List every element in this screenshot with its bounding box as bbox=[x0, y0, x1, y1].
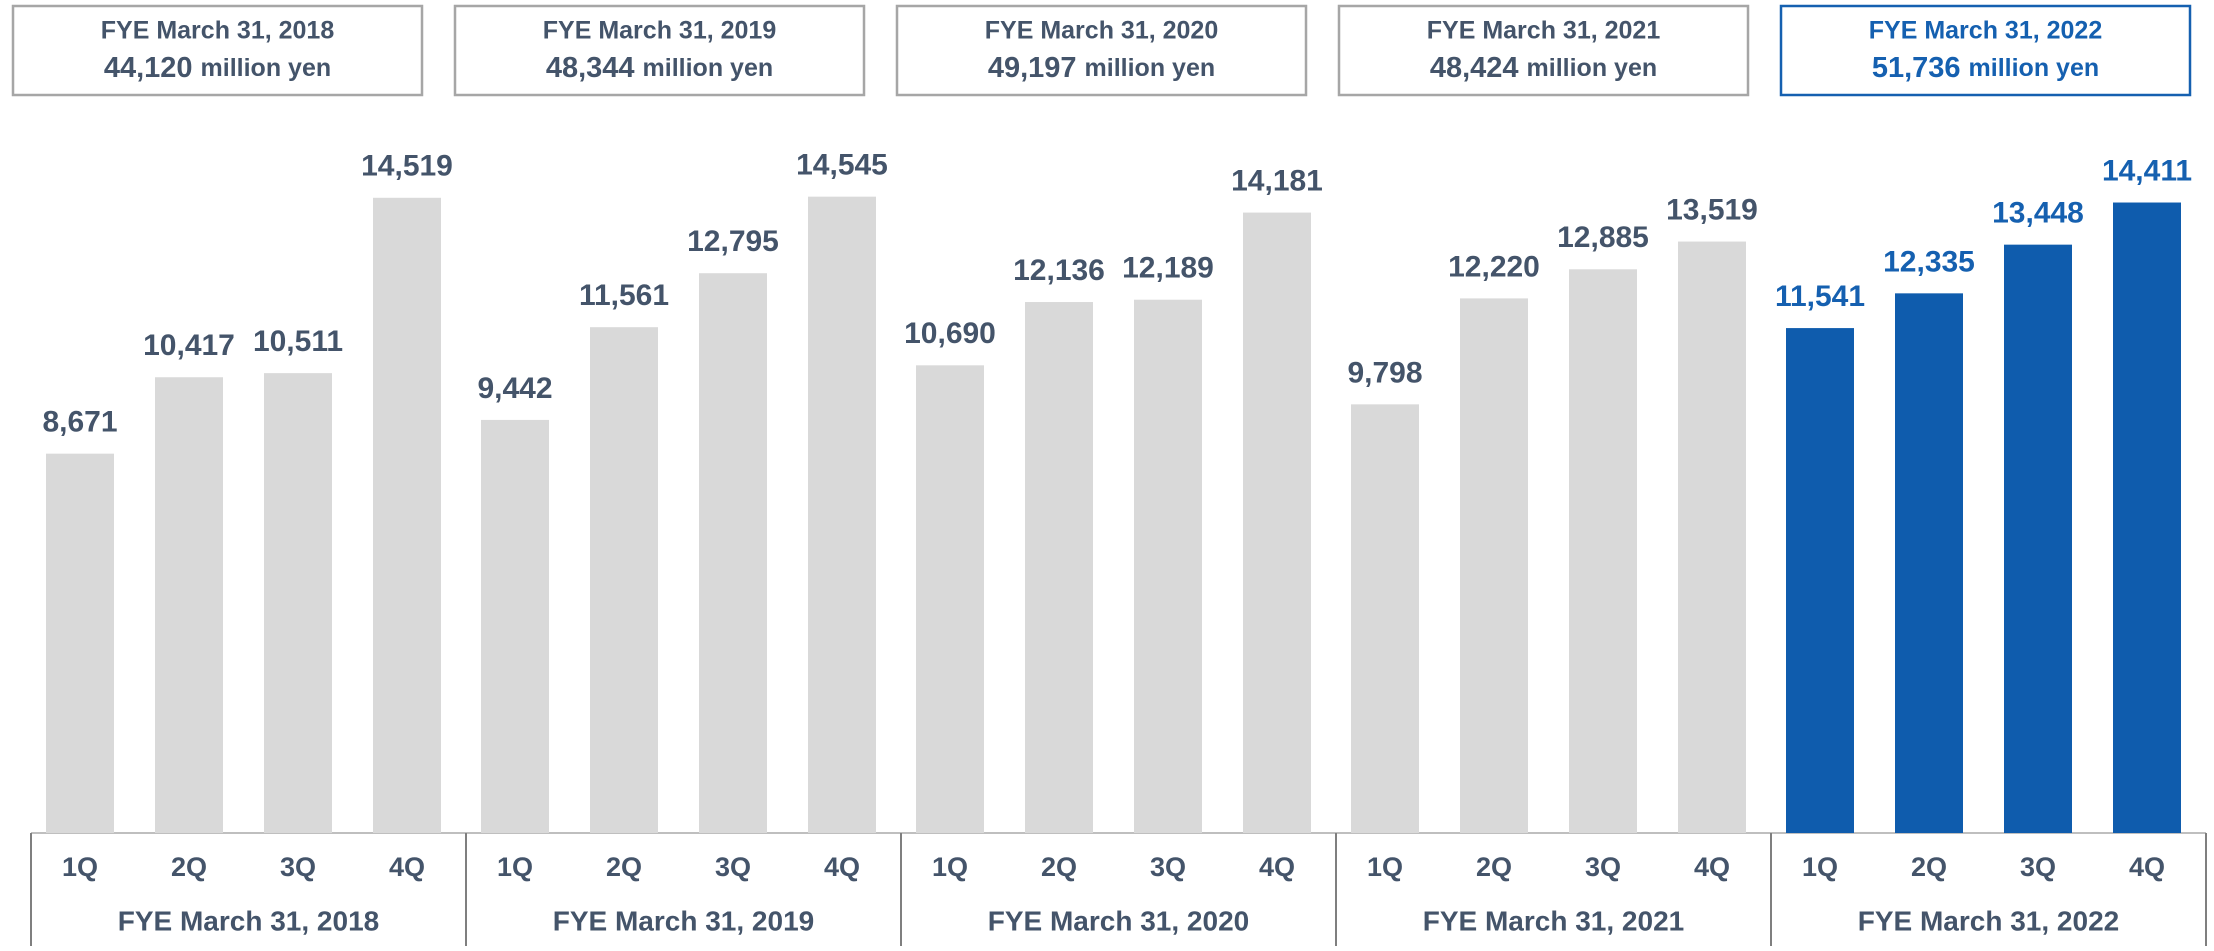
total-box bbox=[1779, 4, 2192, 97]
value-label: 14,519 bbox=[361, 150, 453, 183]
bar bbox=[1134, 299, 1202, 833]
quarter-label: 3Q bbox=[715, 852, 751, 882]
quarter-label: 2Q bbox=[1476, 852, 1512, 882]
unit-label: million yen bbox=[201, 54, 332, 82]
value-label: 14,411 bbox=[2102, 154, 2192, 187]
quarter-label: 1Q bbox=[497, 852, 533, 882]
bar bbox=[2004, 244, 2072, 833]
value-label: 12,885 bbox=[1557, 221, 1649, 254]
unit-label: million yen bbox=[643, 54, 774, 82]
bar bbox=[155, 377, 223, 833]
value-label: 11,541 bbox=[1775, 280, 1865, 313]
total-value: 48,424 bbox=[1430, 52, 1519, 84]
quarter-label: 3Q bbox=[1585, 852, 1621, 882]
total-box-title: FYE March 31, 2021 bbox=[1427, 17, 1661, 45]
value-label: 14,181 bbox=[1231, 165, 1323, 198]
group-label: FYE March 31, 2021 bbox=[1423, 905, 1684, 936]
value-label: 12,335 bbox=[1883, 245, 1975, 278]
value-label: 13,448 bbox=[1992, 197, 2084, 230]
value-label: 10,690 bbox=[904, 317, 996, 350]
quarter-label: 3Q bbox=[2020, 852, 2056, 882]
bar bbox=[808, 196, 876, 833]
bar bbox=[1786, 328, 1854, 833]
total-box bbox=[453, 4, 866, 97]
value-label: 11,561 bbox=[579, 279, 669, 312]
value-label: 10,511 bbox=[253, 325, 343, 358]
total-value: 49,197 bbox=[988, 52, 1077, 84]
bar bbox=[46, 453, 114, 833]
value-label: 12,189 bbox=[1122, 252, 1214, 285]
group-label: FYE March 31, 2018 bbox=[118, 905, 379, 936]
value-label: 14,545 bbox=[796, 149, 888, 182]
quarter-label: 1Q bbox=[1367, 852, 1403, 882]
bar bbox=[264, 373, 332, 833]
quarter-label: 2Q bbox=[171, 852, 207, 882]
total-box bbox=[11, 4, 424, 97]
group-label: FYE March 31, 2022 bbox=[1858, 905, 2119, 936]
quarter-label: 2Q bbox=[606, 852, 642, 882]
quarter-label: 1Q bbox=[932, 852, 968, 882]
bar bbox=[373, 197, 441, 833]
total-box-title: FYE March 31, 2020 bbox=[985, 17, 1218, 45]
group-label: FYE March 31, 2019 bbox=[553, 905, 814, 936]
quarter-label: 1Q bbox=[62, 852, 98, 882]
total-box-title: FYE March 31, 2019 bbox=[543, 17, 776, 45]
bar bbox=[916, 365, 984, 833]
value-label: 10,417 bbox=[143, 329, 235, 362]
total-box-value: 48,344 million yen bbox=[546, 52, 773, 84]
total-box-value: 44,120 million yen bbox=[104, 52, 331, 84]
total-box-title: FYE March 31, 2018 bbox=[101, 17, 335, 45]
bar bbox=[1569, 269, 1637, 833]
total-value: 51,736 bbox=[1872, 52, 1961, 84]
total-value: 48,344 bbox=[546, 52, 635, 84]
quarter-label: 2Q bbox=[1911, 852, 1947, 882]
total-box-value: 48,424 million yen bbox=[1430, 52, 1657, 84]
quarter-label: 4Q bbox=[389, 852, 425, 882]
quarter-label: 3Q bbox=[1150, 852, 1186, 882]
bar bbox=[2113, 202, 2181, 834]
total-box-value: 51,736 million yen bbox=[1872, 52, 2099, 84]
bar bbox=[1678, 241, 1746, 833]
bar bbox=[481, 419, 549, 833]
quarter-label: 3Q bbox=[280, 852, 316, 882]
total-box bbox=[1337, 4, 1750, 97]
quarter-label: 2Q bbox=[1041, 852, 1077, 882]
total-value: 44,120 bbox=[104, 52, 193, 84]
bar bbox=[590, 327, 658, 833]
unit-label: million yen bbox=[1527, 54, 1658, 82]
value-label: 8,671 bbox=[42, 406, 117, 439]
value-label: 9,442 bbox=[477, 372, 552, 405]
bar bbox=[1025, 302, 1093, 833]
value-label: 9,798 bbox=[1347, 356, 1422, 389]
bar bbox=[1460, 298, 1528, 833]
bar bbox=[699, 273, 767, 833]
group-label: FYE March 31, 2020 bbox=[988, 905, 1249, 936]
quarter-label: 4Q bbox=[2129, 852, 2165, 882]
unit-label: million yen bbox=[1969, 54, 2100, 82]
quarter-label: 1Q bbox=[1802, 852, 1838, 882]
value-label: 12,136 bbox=[1013, 254, 1105, 287]
total-box-value: 49,197 million yen bbox=[988, 52, 1215, 84]
total-box-title: FYE March 31, 2022 bbox=[1869, 17, 2102, 45]
quarter-label: 4Q bbox=[824, 852, 860, 882]
total-box bbox=[895, 4, 1308, 97]
value-label: 13,519 bbox=[1666, 193, 1758, 226]
quarter-label: 4Q bbox=[1694, 852, 1730, 882]
quarter-label: 4Q bbox=[1259, 852, 1295, 882]
value-label: 12,795 bbox=[687, 225, 779, 258]
bar bbox=[1895, 293, 1963, 833]
unit-label: million yen bbox=[1085, 54, 1216, 82]
value-label: 12,220 bbox=[1448, 250, 1540, 283]
bar bbox=[1243, 212, 1311, 834]
bar bbox=[1351, 404, 1419, 833]
